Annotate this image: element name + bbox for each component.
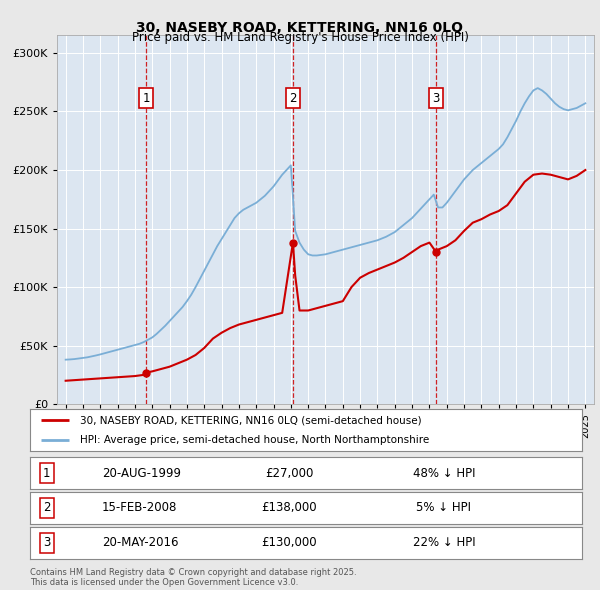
Text: 20-AUG-1999: 20-AUG-1999 (102, 467, 181, 480)
Text: 5% ↓ HPI: 5% ↓ HPI (416, 502, 472, 514)
Text: 1: 1 (43, 467, 50, 480)
Text: £27,000: £27,000 (265, 467, 314, 480)
Text: 15-FEB-2008: 15-FEB-2008 (102, 502, 177, 514)
Text: £138,000: £138,000 (262, 502, 317, 514)
Text: 1: 1 (142, 91, 150, 104)
Text: 20-MAY-2016: 20-MAY-2016 (102, 536, 178, 549)
Text: 30, NASEBY ROAD, KETTERING, NN16 0LQ: 30, NASEBY ROAD, KETTERING, NN16 0LQ (137, 21, 464, 35)
Text: 3: 3 (433, 91, 440, 104)
Text: £130,000: £130,000 (262, 536, 317, 549)
Text: 3: 3 (43, 536, 50, 549)
Text: 2: 2 (289, 91, 296, 104)
Text: 48% ↓ HPI: 48% ↓ HPI (413, 467, 475, 480)
Text: HPI: Average price, semi-detached house, North Northamptonshire: HPI: Average price, semi-detached house,… (80, 435, 429, 445)
Text: Contains HM Land Registry data © Crown copyright and database right 2025.
This d: Contains HM Land Registry data © Crown c… (30, 568, 356, 587)
Text: 22% ↓ HPI: 22% ↓ HPI (413, 536, 475, 549)
Text: Price paid vs. HM Land Registry's House Price Index (HPI): Price paid vs. HM Land Registry's House … (131, 31, 469, 44)
Text: 2: 2 (43, 502, 50, 514)
Text: 30, NASEBY ROAD, KETTERING, NN16 0LQ (semi-detached house): 30, NASEBY ROAD, KETTERING, NN16 0LQ (se… (80, 415, 421, 425)
